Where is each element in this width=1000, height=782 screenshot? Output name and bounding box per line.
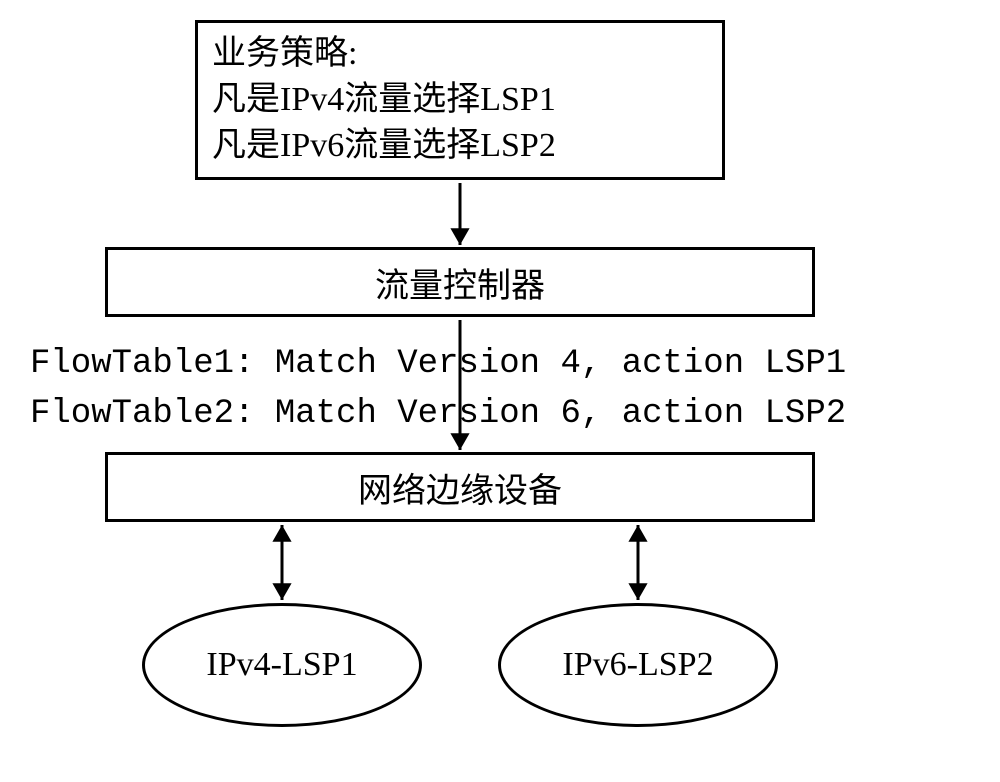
edge-device-box: 网络边缘设备 [105, 452, 815, 522]
policy-box: 业务策略: 凡是IPv4流量选择LSP1 凡是IPv6流量选择LSP2 [195, 20, 725, 180]
flowtable-line-1: FlowTable1: Match Version 4, action LSP1 [30, 345, 846, 383]
policy-line-1: 凡是IPv4流量选择LSP1 [212, 77, 708, 123]
lsp2-ellipse: IPv6-LSP2 [498, 603, 778, 727]
lsp1-label: IPv4-LSP1 [206, 646, 357, 684]
lsp1-ellipse: IPv4-LSP1 [142, 603, 422, 727]
controller-label: 流量控制器 [375, 258, 545, 307]
lsp2-label: IPv6-LSP2 [562, 646, 713, 684]
edge-device-label: 网络边缘设备 [358, 463, 562, 512]
policy-line-2: 凡是IPv6流量选择LSP2 [212, 123, 708, 169]
controller-box: 流量控制器 [105, 247, 815, 317]
policy-title: 业务策略: [212, 31, 708, 77]
flowtable-line-2: FlowTable2: Match Version 6, action LSP2 [30, 395, 846, 433]
